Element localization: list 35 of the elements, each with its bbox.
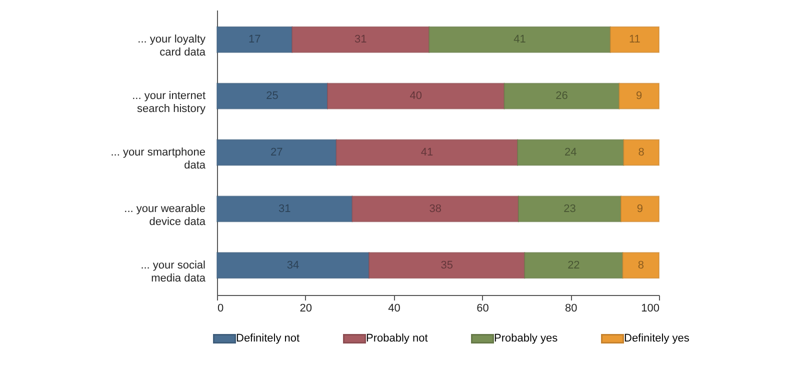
legend-label: Probably yes <box>494 332 558 345</box>
data-label: 8 <box>638 259 644 272</box>
y-tick-label: ... your loyalty card data <box>138 34 206 59</box>
data-label: 25 <box>266 90 278 102</box>
data-label: 22 <box>568 259 580 272</box>
data-label: 40 <box>410 90 422 102</box>
legend-label: Definitely not <box>236 332 300 345</box>
legend-label: Definitely yes <box>624 332 690 345</box>
data-label: 27 <box>270 146 283 158</box>
data-label: 31 <box>354 34 367 46</box>
data-label: 8 <box>638 146 644 158</box>
data-label: 9 <box>636 90 642 102</box>
data-label: 34 <box>286 259 300 272</box>
x-tick-label: 80 <box>564 302 578 314</box>
data-label: 35 <box>440 259 453 272</box>
data-label: 11 <box>628 34 640 46</box>
data-label: 26 <box>556 90 568 102</box>
data-label: 41 <box>420 146 434 158</box>
data-label: 23 <box>564 202 576 215</box>
x-tick-label: 40 <box>388 302 400 314</box>
data-label: 9 <box>636 202 644 215</box>
y-tick-label: ... your smartphone data <box>110 146 206 172</box>
y-tick-label: ... your internet search history <box>132 90 206 116</box>
data-label: 38 <box>429 202 442 215</box>
x-tick-label: 0 <box>218 302 224 314</box>
y-tick-label: ... your wearable device data <box>124 202 206 228</box>
data-label: 24 <box>564 146 577 158</box>
y-tick-label: ... your social media data <box>140 259 206 284</box>
data-label: 41 <box>514 34 526 46</box>
x-tick-label: 20 <box>300 302 312 314</box>
data-label: 17 <box>248 34 261 46</box>
x-tick-label: 100 <box>641 302 660 314</box>
x-tick-label: 60 <box>476 302 489 314</box>
data-label: 31 <box>278 202 291 215</box>
legend-label: Probably not <box>366 332 428 345</box>
